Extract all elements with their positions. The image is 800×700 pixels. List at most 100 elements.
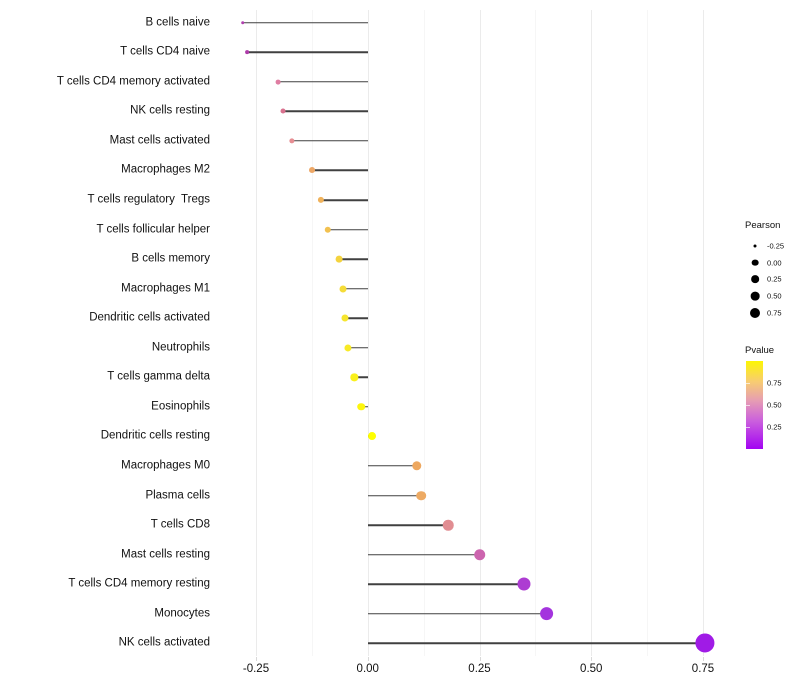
- lollipop-stick: [345, 317, 368, 319]
- lollipop-dot: [357, 403, 365, 411]
- lollipop-stick: [247, 51, 368, 53]
- lollipop-dot: [442, 519, 454, 531]
- y-axis-label: Neutrophils: [151, 341, 210, 353]
- lollipop-stick: [311, 169, 368, 172]
- lollipop-stick: [338, 258, 368, 260]
- x-axis-tick-mark: [367, 657, 369, 661]
- lollipop-dot: [339, 285, 347, 293]
- y-axis-label: Mast cells resting: [121, 547, 210, 560]
- x-axis-tick-mark: [703, 657, 704, 661]
- gridline-major: [367, 10, 369, 656]
- lollipop-stick: [291, 140, 368, 142]
- y-axis-label: Plasma cells: [145, 488, 210, 501]
- x-axis-tick-label: 0.50: [580, 663, 603, 675]
- legend-pvalue-title: Pvalue: [745, 345, 775, 356]
- y-axis-label: Macrophages M1: [121, 281, 210, 294]
- y-axis-label: NK cells resting: [130, 104, 210, 117]
- lollipop-stick: [367, 494, 422, 497]
- lollipop-stick: [367, 465, 417, 467]
- lollipop-dot: [344, 344, 352, 352]
- x-axis-tick-mark: [479, 657, 481, 661]
- y-axis-label: Dendritic cells resting: [100, 429, 210, 442]
- lollipop-stick: [367, 583, 525, 585]
- y-axis-label: Eosinophils: [151, 400, 210, 413]
- y-axis-label: T cells CD4 memory resting: [68, 577, 210, 590]
- legend-pvalue-tick-label: 0.75: [767, 378, 782, 388]
- x-axis-tick-mark: [256, 657, 257, 661]
- legend-pearson-dot: [751, 259, 759, 267]
- lollipop-dot: [245, 50, 249, 55]
- lollipop-stick: [367, 553, 480, 556]
- y-axis-label: B cells naive: [145, 15, 210, 28]
- y-axis-label: Macrophages M2: [121, 163, 210, 176]
- legend-pearson-title: Pearson: [745, 220, 781, 231]
- lollipop-dot: [317, 196, 324, 204]
- lollipop-dot: [324, 226, 331, 233]
- legend-pvalue-tick-mark: [746, 427, 750, 428]
- lollipop-stick: [347, 347, 368, 349]
- gridline-minor: [647, 10, 649, 656]
- legend-pearson-dot: [753, 244, 757, 248]
- y-axis-label: T cells follicular helper: [96, 222, 210, 235]
- lollipop-stick: [282, 110, 368, 113]
- lollipop-dot: [350, 373, 358, 381]
- y-axis-label: Monocytes: [154, 606, 210, 619]
- legend-pvalue-tick-mark: [746, 383, 750, 384]
- y-axis-label: T cells CD8: [150, 518, 210, 531]
- gridline-major: [256, 10, 257, 656]
- lollipop-dot: [341, 314, 349, 322]
- y-axis-label: B cells memory: [131, 252, 210, 265]
- legend-pearson-label: -0.25: [767, 241, 785, 251]
- lollipop-stick: [278, 81, 368, 83]
- y-axis-label: Dendritic cells activated: [89, 311, 210, 324]
- x-axis-tick-label: -0.25: [242, 663, 270, 675]
- lollipop-dot: [280, 108, 286, 114]
- lollipop-dot: [335, 255, 343, 263]
- x-axis-tick-label: 0.00: [356, 663, 379, 675]
- legend-pearson-dot: [751, 275, 759, 284]
- x-axis-tick-label: 0.75: [691, 663, 715, 675]
- gridline-major: [591, 10, 593, 656]
- y-axis-label: T cells CD4 naive: [120, 45, 210, 58]
- lollipop-stick: [367, 612, 547, 615]
- lollipop-stick: [343, 287, 368, 290]
- legend-pearson-dot: [750, 291, 760, 301]
- y-axis-label: T cells CD4 memory activated: [56, 75, 210, 88]
- lollipop-dot: [289, 138, 295, 144]
- lollipop-dot: [539, 606, 554, 621]
- y-axis-label: T cells regulatory Tregs: [87, 193, 210, 206]
- lollipop-dot: [416, 490, 427, 501]
- lollipop-dot: [368, 432, 377, 441]
- legend-pearson-label: 0.75: [767, 308, 782, 318]
- gridline-minor: [423, 10, 425, 656]
- y-axis-label: T cells gamma delta: [107, 370, 210, 383]
- lollipop-dot: [240, 20, 245, 25]
- legend-pvalue-tick-label: 0.25: [767, 422, 782, 432]
- x-axis-tick-mark: [591, 657, 593, 661]
- legend-pvalue-tick-mark: [746, 405, 750, 406]
- lollipop-dot: [517, 577, 531, 591]
- lollipop-dot: [695, 633, 715, 653]
- lollipop-dot: [473, 548, 486, 561]
- lollipop-stick: [320, 199, 368, 201]
- lollipop-dot: [275, 79, 281, 85]
- lollipop-stick: [354, 376, 368, 379]
- legend-pearson-dot: [750, 307, 760, 318]
- y-axis-label: NK cells activated: [118, 636, 210, 649]
- gridline-minor: [535, 10, 537, 656]
- x-axis-tick-label: 0.25: [468, 663, 491, 675]
- y-axis-label: Macrophages M0: [121, 459, 210, 472]
- lollipop-stick: [367, 642, 706, 644]
- lollipop-stick: [242, 21, 368, 24]
- lollipop-stick: [367, 524, 449, 526]
- y-axis-label: Mast cells activated: [109, 134, 210, 147]
- legend-pearson-label: 0.50: [767, 291, 782, 301]
- plot-panel: [218, 10, 718, 656]
- legend-pearson-label: 0.25: [767, 274, 782, 284]
- lollipop-dot: [308, 167, 315, 174]
- legend-pearson-label: 0.00: [767, 257, 782, 267]
- legend-pvalue-tick-label: 0.50: [767, 400, 782, 410]
- gridline-major: [479, 10, 481, 656]
- lollipop-dot: [412, 461, 422, 471]
